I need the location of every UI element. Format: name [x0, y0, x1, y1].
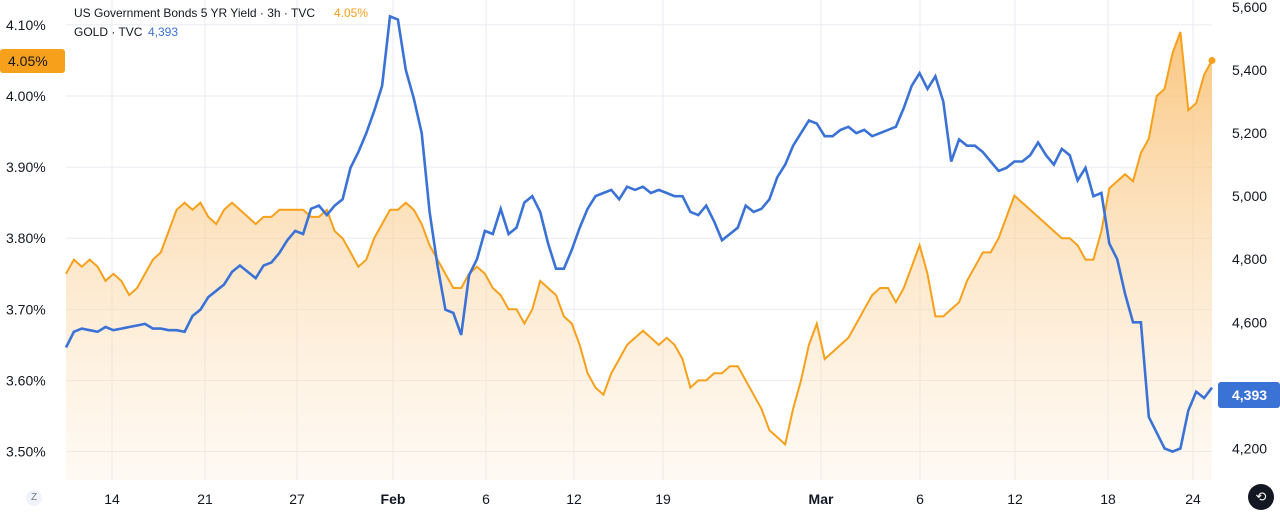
right-tick-label: 5,200: [1232, 125, 1267, 141]
tradingview-logo[interactable]: Z: [26, 490, 42, 506]
legend-gold-value: 4,393: [148, 25, 178, 39]
bond-yield-area: [66, 32, 1212, 480]
x-tick-label: 18: [1100, 491, 1116, 507]
right-tick-label: 5,600: [1232, 0, 1267, 15]
bond-yield-line: [65, 31, 1213, 447]
x-tick-label: 27: [289, 491, 305, 507]
right-current-badge: [1218, 382, 1280, 408]
right-tick-label: 5,400: [1232, 62, 1267, 78]
left-tick-label: 4.10%: [6, 17, 46, 33]
x-tick-label: 6: [482, 491, 490, 507]
left-tick-label: 3.50%: [6, 444, 46, 460]
x-tick-label: 24: [1185, 491, 1201, 507]
right-tick-label: 5,000: [1232, 188, 1267, 204]
reset-chart-icon: ⟲: [1255, 489, 1267, 504]
x-tick-label: Mar: [809, 491, 834, 507]
left-tick-label: 3.90%: [6, 159, 46, 175]
legend-bond-name[interactable]: US Government Bonds 5 YR Yield · 3h · TV…: [74, 6, 315, 20]
legend-gold-name[interactable]: GOLD · TVC: [74, 25, 143, 39]
left-tick-label: 3.60%: [6, 372, 46, 388]
x-axis: 14 21 27 Feb 6 12 19 Mar 6 12 18 24: [104, 491, 1201, 507]
left-axis: 4.10% 4.00% 3.90% 3.80% 3.70% 3.60% 3.50%: [6, 17, 46, 460]
x-tick-label: 12: [566, 491, 582, 507]
left-tick-label: 3.80%: [6, 230, 46, 246]
right-tick-label: 4,600: [1232, 314, 1267, 330]
x-tick-label: 12: [1007, 491, 1023, 507]
left-current-badge: [0, 49, 65, 73]
bond-last-point: [1208, 56, 1216, 64]
right-tick-label: 4,800: [1232, 251, 1267, 267]
left-current-badge-text: 4.05%: [8, 53, 48, 69]
x-tick-label: 19: [655, 491, 671, 507]
left-tick-label: 4.00%: [6, 88, 46, 104]
left-tick-label: 3.70%: [6, 301, 46, 317]
gold-price-line: [64, 14, 1214, 453]
right-tick-label: 4,200: [1232, 440, 1267, 456]
right-axis: 5,600 5,400 5,200 5,000 4,800 4,600 4,200: [1232, 0, 1267, 456]
x-tick-label: 14: [104, 491, 120, 507]
reset-chart-button[interactable]: ⟲: [1248, 484, 1274, 510]
right-current-badge-text: 4,393: [1232, 387, 1267, 403]
x-tick-label: 21: [197, 491, 213, 507]
legend-bond-value: 4.05%: [334, 6, 368, 20]
x-tick-label: Feb: [381, 491, 406, 507]
x-tick-label: 6: [916, 491, 924, 507]
